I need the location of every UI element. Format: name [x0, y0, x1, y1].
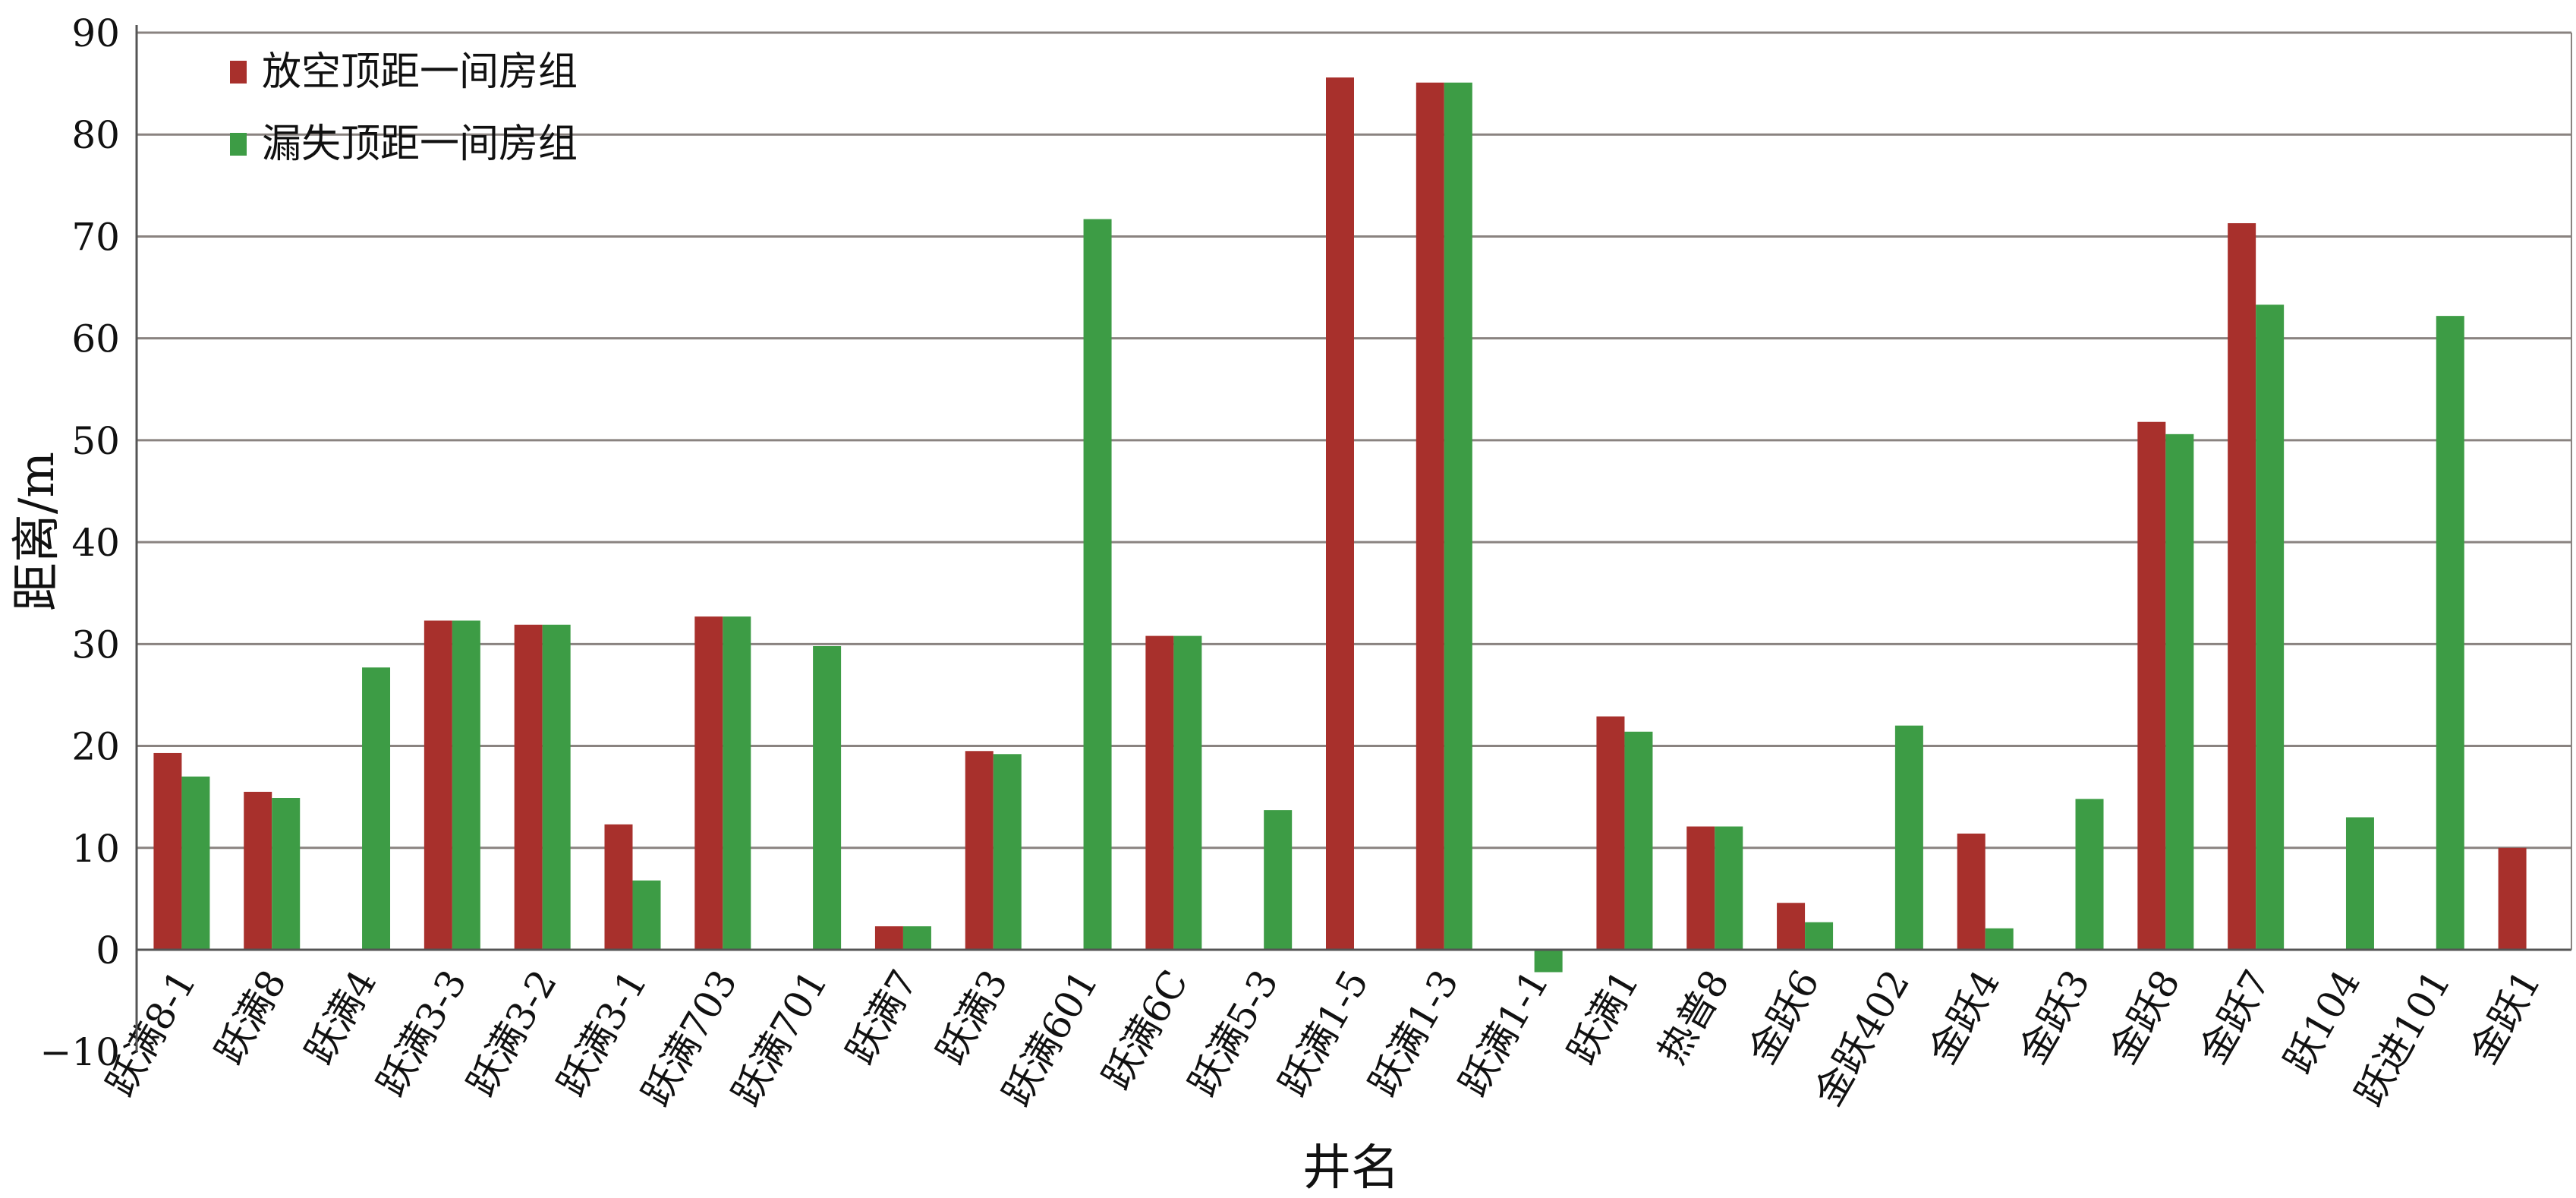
- bar-venting-17: [1686, 826, 1715, 950]
- bar-venting-20: [1957, 833, 1986, 950]
- bar-loss-15: [1534, 950, 1563, 973]
- y-tick-label: 90: [71, 11, 120, 55]
- bar-venting-9: [965, 751, 994, 950]
- bar-loss-25: [2436, 316, 2464, 950]
- bar-loss-6: [723, 616, 751, 950]
- y-tick-label: 40: [71, 521, 120, 565]
- x-axis-label: 井名: [1302, 1140, 1400, 1196]
- x-tick-label: 金跃7: [2190, 963, 2278, 1071]
- bar-venting-14: [1416, 82, 1444, 950]
- x-tick-label: 跃满7: [838, 963, 926, 1071]
- x-tick-label: 跃满4: [297, 963, 385, 1071]
- y-tick-label: 10: [71, 827, 120, 871]
- bar-venting-4: [514, 624, 543, 950]
- x-tick-label: 热普8: [1650, 963, 1738, 1071]
- bar-venting-1: [244, 791, 272, 950]
- legend: 放空顶距一间房组 漏失顶距一间房组: [230, 49, 578, 167]
- bar-loss-2: [362, 667, 391, 950]
- bar-venting-22: [2137, 421, 2166, 950]
- y-tick-label: 80: [71, 113, 120, 157]
- legend-label-0: 放空顶距一间房组: [262, 49, 578, 95]
- bar-loss-11: [1173, 635, 1202, 950]
- bar-loss-20: [1985, 928, 2014, 950]
- bar-venting-11: [1145, 635, 1174, 950]
- x-tick-label: 跃满6C: [1094, 963, 1196, 1096]
- y-tick-label: 20: [71, 725, 120, 769]
- y-tick-label: 60: [71, 317, 120, 361]
- legend-swatch-0: [230, 61, 247, 84]
- x-tick-label: 跃满1-1: [1451, 963, 1557, 1103]
- y-tick-label: 70: [71, 215, 120, 259]
- y-tick-label: −10: [39, 1030, 120, 1074]
- y-tick-label: 30: [71, 623, 120, 667]
- bar-loss-0: [181, 776, 210, 950]
- bar-loss-5: [632, 880, 661, 950]
- bar-loss-3: [452, 620, 480, 950]
- bar-loss-14: [1444, 82, 1472, 950]
- bar-loss-19: [1894, 725, 1923, 950]
- bar-loss-1: [272, 798, 301, 950]
- bar-venting-23: [2228, 222, 2256, 950]
- bar-loss-23: [2256, 304, 2285, 951]
- bar-venting-13: [1326, 77, 1354, 951]
- x-tick-label: 跃104: [2275, 963, 2369, 1080]
- bar-venting-3: [424, 620, 452, 950]
- x-tick-label: 跃满3: [928, 963, 1016, 1071]
- bar-venting-26: [2498, 847, 2527, 950]
- bar-loss-17: [1715, 826, 1743, 950]
- y-tick-label: 50: [71, 419, 120, 463]
- bar-loss-12: [1264, 810, 1293, 950]
- bar-loss-7: [813, 646, 842, 950]
- bar-loss-8: [902, 926, 931, 950]
- bar-venting-16: [1596, 716, 1625, 950]
- legend-label-1: 漏失顶距一间房组: [262, 121, 578, 167]
- x-tick-label: 金跃8: [2101, 963, 2189, 1071]
- bar-loss-16: [1624, 731, 1653, 950]
- x-tick-label: 金跃1: [2461, 963, 2549, 1071]
- bar-venting-0: [153, 752, 182, 950]
- bar-loss-22: [2165, 433, 2194, 950]
- x-tick-label: 金跃4: [1920, 963, 2008, 1071]
- legend-swatch-1: [230, 133, 247, 156]
- bar-loss-24: [2345, 817, 2374, 950]
- bar-venting-18: [1777, 903, 1806, 950]
- bar-loss-18: [1805, 922, 1834, 950]
- y-axis-label: 距离/m: [9, 452, 65, 611]
- x-tick-label: 金跃3: [2011, 963, 2099, 1071]
- bar-loss-4: [542, 624, 571, 950]
- bar-venting-5: [604, 824, 633, 950]
- bar-loss-21: [2075, 799, 2104, 950]
- x-tick-label: 金跃6: [1740, 963, 1828, 1071]
- bar-venting-6: [694, 616, 723, 950]
- y-tick-label: 0: [96, 928, 120, 973]
- bar-loss-9: [993, 754, 1022, 950]
- x-tick-label: 跃满1: [1560, 963, 1648, 1071]
- bar-venting-8: [874, 926, 903, 950]
- x-tick-label: 跃满8: [206, 963, 294, 1071]
- bar-loss-10: [1083, 219, 1112, 950]
